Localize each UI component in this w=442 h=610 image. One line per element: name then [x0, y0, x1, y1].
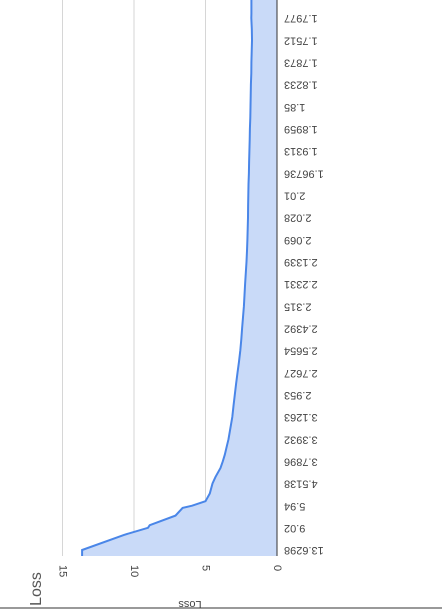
- category-label: 2.028: [284, 212, 312, 224]
- category-label: 2.5654: [284, 345, 318, 357]
- side-title: Loss: [28, 572, 45, 606]
- category-label: 5.94: [284, 500, 305, 512]
- category-label: 13.6298: [284, 544, 324, 556]
- category-label: 3.1263: [284, 411, 318, 423]
- series-area-group: [81, 0, 277, 557]
- category-label: 9.02: [284, 522, 305, 534]
- category-label: 3.3932: [284, 433, 318, 445]
- grid-lines: [62, 0, 206, 556]
- category-label: 1.9313: [284, 145, 318, 157]
- category-label: 1.8233: [284, 79, 318, 91]
- value-tick-labels: 0 5 10 15: [57, 565, 284, 577]
- category-label: 2.069: [284, 234, 312, 246]
- category-label: 2.01: [284, 189, 305, 201]
- category-label: 2.953: [284, 389, 312, 401]
- category-label: 1.7977: [284, 12, 318, 24]
- series-line: [81, 0, 254, 557]
- category-label: 3.7896: [284, 455, 318, 467]
- category-label: 2.1339: [284, 256, 318, 268]
- category-label: 1.96736: [284, 167, 324, 179]
- category-label: 2.2331: [284, 278, 318, 290]
- category-labels: 13.6298 9.02 5.94 4.5138 3.7896 3.3932 3.1263 2…: [284, 12, 324, 556]
- category-label: 4.5138: [284, 478, 318, 490]
- value-tick-label: 0: [271, 565, 283, 571]
- category-label: 1.7512: [284, 34, 318, 46]
- category-label: 1.85: [284, 101, 305, 113]
- category-label: 2.7627: [284, 367, 318, 379]
- category-label: 1.8959: [284, 123, 318, 135]
- value-axis-title: Loss: [178, 598, 202, 610]
- category-label: 1.7873: [284, 56, 318, 68]
- category-label: 2.315: [284, 300, 312, 312]
- series-area-fill: [82, 0, 277, 556]
- value-tick-label: 10: [128, 565, 140, 577]
- value-tick-label: 5: [200, 565, 212, 571]
- value-tick-label: 15: [57, 565, 69, 577]
- category-label: 2.4392: [284, 322, 318, 334]
